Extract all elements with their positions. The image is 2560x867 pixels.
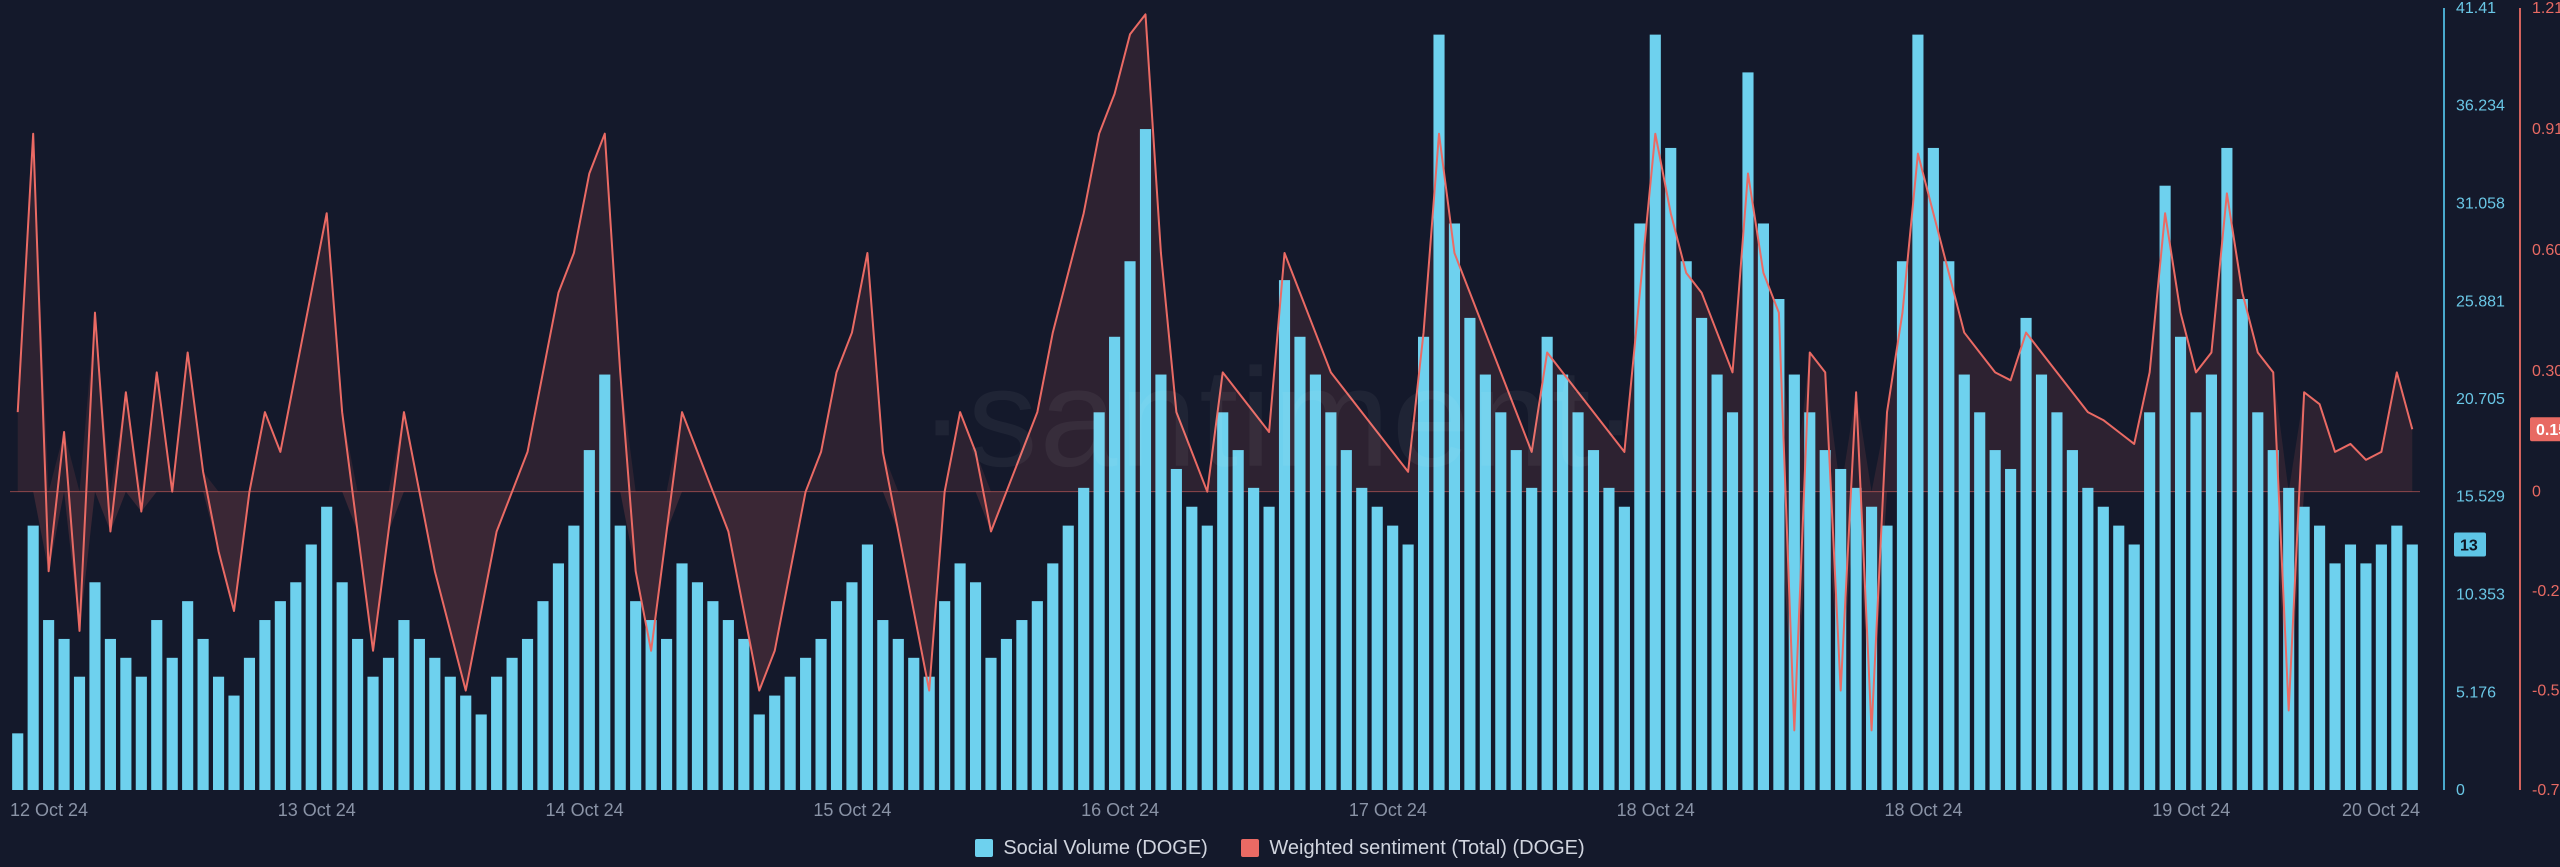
svg-text:0.157: 0.157 <box>2536 422 2560 439</box>
svg-text:1.216: 1.216 <box>2532 0 2560 17</box>
svg-text:0: 0 <box>2532 484 2541 501</box>
legend-label-line: Weighted sentiment (Total) (DOGE) <box>1269 837 1584 860</box>
svg-text:-0.25: -0.25 <box>2532 583 2560 600</box>
svg-text:12 Oct 24: 12 Oct 24 <box>10 800 88 820</box>
legend-swatch-line <box>1241 839 1259 857</box>
legend-item-bars: Social Volume (DOGE) <box>975 837 1208 860</box>
svg-text:0.912: 0.912 <box>2532 121 2560 138</box>
legend: Social Volume (DOGE) Weighted sentiment … <box>0 837 2560 864</box>
svg-text:14 Oct 24: 14 Oct 24 <box>546 800 624 820</box>
svg-text:-0.75: -0.75 <box>2532 782 2560 799</box>
svg-text:15 Oct 24: 15 Oct 24 <box>813 800 891 820</box>
svg-text:15.529: 15.529 <box>2456 489 2505 506</box>
svg-text:25.881: 25.881 <box>2456 293 2505 310</box>
chart-svg: 12 Oct 24 13 Oct 24 14 Oct 24 15 Oct 24 16 O… <box>0 0 2560 867</box>
svg-text:5.176: 5.176 <box>2456 684 2496 701</box>
svg-text:18 Oct 24: 18 Oct 24 <box>1617 800 1695 820</box>
svg-text:0.304: 0.304 <box>2532 363 2560 380</box>
svg-text:0: 0 <box>2456 782 2465 799</box>
svg-text:-0.5: -0.5 <box>2532 683 2560 700</box>
svg-text:13 Oct 24: 13 Oct 24 <box>278 800 356 820</box>
svg-text:0.608: 0.608 <box>2532 242 2560 259</box>
chart-container: ·santiment· 12 Oct 2413 Oct 2414 Oct 241… <box>0 0 2560 867</box>
legend-swatch-bars <box>975 839 993 857</box>
svg-text:13: 13 <box>2460 538 2478 555</box>
svg-text:17 Oct 24: 17 Oct 24 <box>1349 800 1427 820</box>
legend-label-bars: Social Volume (DOGE) <box>1003 837 1208 860</box>
svg-text:16 Oct 24: 16 Oct 24 <box>1081 800 1159 820</box>
svg-text:19 Oct 24: 19 Oct 24 <box>2152 800 2230 820</box>
svg-text:36.234: 36.234 <box>2456 98 2505 115</box>
svg-text:18 Oct 24: 18 Oct 24 <box>1884 800 1962 820</box>
svg-text:10.353: 10.353 <box>2456 586 2505 603</box>
svg-text:41.41: 41.41 <box>2456 0 2496 17</box>
svg-text:20.705: 20.705 <box>2456 391 2505 408</box>
svg-text:31.058: 31.058 <box>2456 195 2505 212</box>
legend-item-line: Weighted sentiment (Total) (DOGE) <box>1241 837 1584 860</box>
svg-text:20 Oct 24: 20 Oct 24 <box>2342 800 2420 820</box>
